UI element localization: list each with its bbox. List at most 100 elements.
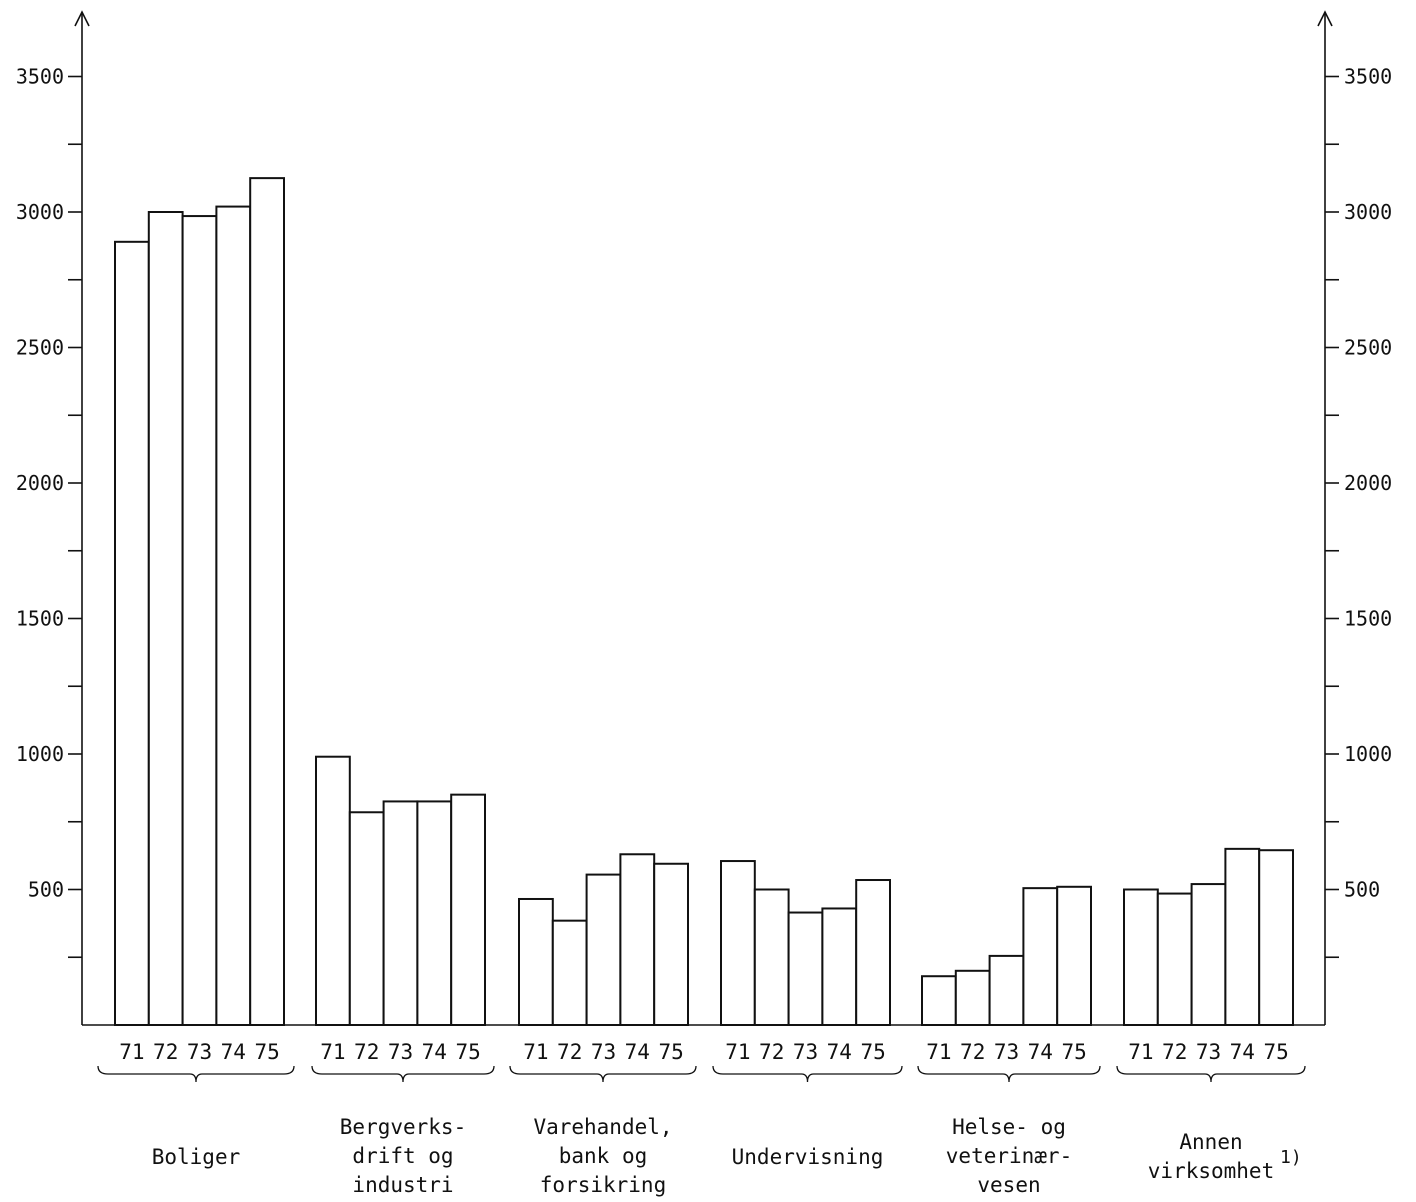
year-tick-label: 71: [1128, 1040, 1153, 1064]
bar: [1258, 849, 1294, 1027]
y-tick-label-right: 1000: [1344, 742, 1392, 766]
group-brace: [97, 1065, 295, 1083]
year-tick-label: 72: [759, 1040, 784, 1064]
year-tick-label: 75: [254, 1040, 279, 1064]
right-axis-arrow-icon: [1317, 10, 1333, 27]
bar: [855, 879, 892, 1027]
bar: [619, 853, 656, 1027]
year-tick-label: 72: [557, 1040, 582, 1064]
year-tick-label: 73: [1196, 1040, 1221, 1064]
footnote-marker: 1): [1280, 1147, 1302, 1168]
bar: [1224, 847, 1261, 1026]
bar: [1056, 885, 1092, 1026]
year-tick-label: 73: [591, 1040, 616, 1064]
y-tick-label-right: 3000: [1344, 200, 1392, 224]
year-tick-label: 74: [221, 1040, 246, 1064]
group-label: forsikring: [540, 1173, 666, 1197]
year-tick-label: 75: [658, 1040, 683, 1064]
y-tick-label-left: 2500: [16, 336, 64, 360]
y-tick-label-left: 3500: [16, 65, 64, 89]
bar: [1022, 887, 1059, 1027]
bar: [1156, 892, 1193, 1026]
y-tick-label-left: 500: [28, 878, 64, 902]
group-label: bank og: [559, 1144, 648, 1168]
group-label: vesen: [977, 1173, 1040, 1197]
group-label: Boliger: [152, 1145, 241, 1169]
group-brace: [1116, 1065, 1306, 1083]
bar: [382, 800, 419, 1026]
y-tick-label-left: 1000: [16, 742, 64, 766]
year-tick-label: 73: [388, 1040, 413, 1064]
y-tick-label-left: 2000: [16, 471, 64, 495]
bar: [921, 975, 957, 1026]
year-tick-label: 73: [793, 1040, 818, 1064]
year-tick-label: 71: [725, 1040, 750, 1064]
bar: [147, 211, 184, 1026]
group-label: Varehandel,: [533, 1115, 672, 1139]
bar: [181, 215, 218, 1026]
y-tick-label-right: 2500: [1344, 336, 1392, 360]
bar: [450, 793, 487, 1027]
year-tick-label: 72: [153, 1040, 178, 1064]
year-tick-label: 74: [827, 1040, 852, 1064]
y-tick-label-left: 3000: [16, 200, 64, 224]
group-brace: [712, 1065, 903, 1083]
bar: [1123, 888, 1159, 1026]
bar: [348, 811, 385, 1027]
bar: [988, 954, 1025, 1027]
bar: [653, 862, 690, 1026]
year-tick-label: 74: [1230, 1040, 1255, 1064]
bar: [416, 800, 453, 1026]
bar: [720, 860, 756, 1026]
year-tick-label: 71: [926, 1040, 951, 1064]
bar: [518, 897, 554, 1026]
y-tick-label-right: 1500: [1344, 607, 1392, 631]
year-tick-label: 75: [1263, 1040, 1288, 1064]
y-tick-label-right: 2000: [1344, 471, 1392, 495]
bar: [954, 969, 991, 1026]
group-label: industri: [352, 1173, 453, 1197]
left-axis-arrow-icon: [74, 10, 90, 27]
y-tick-label-right: 3500: [1344, 65, 1392, 89]
year-tick-label: 74: [422, 1040, 447, 1064]
year-tick-label: 71: [523, 1040, 548, 1064]
bar: [215, 205, 252, 1026]
bar: [1190, 883, 1227, 1027]
year-tick-label: 71: [320, 1040, 345, 1064]
bar: [249, 177, 285, 1026]
group-brace: [509, 1065, 697, 1083]
year-tick-label: 72: [960, 1040, 985, 1064]
bar: [585, 873, 622, 1026]
group-label: veterinær-: [946, 1144, 1072, 1168]
group-label: Helse- og: [952, 1115, 1066, 1139]
bar: [753, 888, 790, 1026]
year-tick-label: 72: [354, 1040, 379, 1064]
labels: 500 500 1000 1000 1500 1500 2000 2000 2500 2500 30…: [16, 65, 1392, 1198]
bars: [114, 177, 1294, 1027]
bar: [114, 240, 150, 1026]
group-label: Bergverks-: [340, 1115, 466, 1139]
year-tick-label: 75: [455, 1040, 480, 1064]
year-tick-label: 75: [1061, 1040, 1086, 1064]
y-tick-label-left: 1500: [16, 607, 64, 631]
year-tick-label: 71: [119, 1040, 144, 1064]
year-tick-label: 74: [625, 1040, 650, 1064]
group-brace: [917, 1065, 1101, 1083]
group-label: virksomhet: [1148, 1159, 1274, 1183]
year-tick-label: 75: [860, 1040, 885, 1064]
year-tick-label: 74: [1028, 1040, 1053, 1064]
axes: [68, 10, 1339, 1026]
bar: [315, 755, 351, 1027]
year-tick-label: 72: [1162, 1040, 1187, 1064]
year-tick-label: 73: [187, 1040, 212, 1064]
bar: [551, 919, 588, 1026]
group-label: Undervisning: [732, 1145, 884, 1169]
group-brace: [311, 1065, 495, 1083]
bar: [787, 911, 824, 1026]
bar: [821, 907, 858, 1026]
group-label: Annen: [1179, 1130, 1242, 1154]
year-tick-label: 73: [994, 1040, 1019, 1064]
group-label: drift og: [352, 1144, 453, 1168]
y-tick-label-right: 500: [1344, 878, 1380, 902]
